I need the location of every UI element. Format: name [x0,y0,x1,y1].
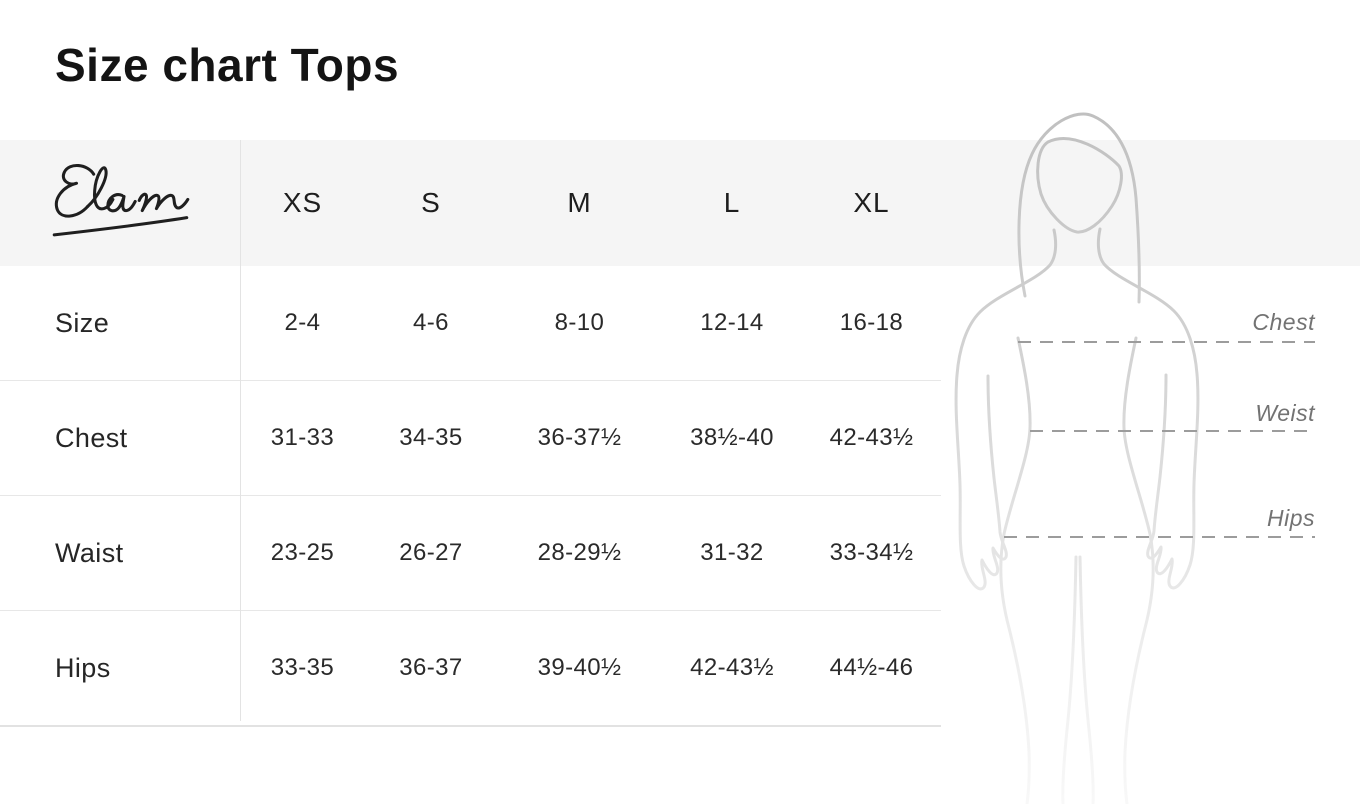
logo-letter-n [137,192,190,213]
cell-waist-m: 28-29½ [537,539,622,566]
table-row-waist: Waist 23-25 26-27 28-29½ 31-32 33-34½ [0,496,941,611]
row-label-size: Size [55,307,110,338]
chest-measure-label: Chest [1252,309,1315,335]
waist-measure-label: Weist [1255,400,1315,426]
row-label-waist: Waist [55,537,124,568]
cell-hips-l: 42-43½ [690,654,774,681]
torso-right-outline [1122,336,1155,804]
header-column-divider [240,140,241,721]
cell-chest-xs: 31-33 [270,424,335,451]
hips-measure-label: Hips [1266,505,1315,531]
cell-hips-m: 39-40½ [537,654,622,681]
brand-logo-elan [52,164,190,237]
row-label-hips: Hips [55,652,111,683]
logo-letter-e [54,164,96,218]
column-header-m: M [567,187,592,218]
cell-waist-l: 31-32 [700,539,764,566]
table-row-hips: Hips 33-35 36-37 39-40½ 42-43½ 44½-46 [0,611,941,727]
cell-chest-l: 38½-40 [690,424,774,451]
cell-size-xl: 16-18 [839,309,904,336]
cell-hips-xl: 44½-46 [829,654,914,681]
size-table: XS S M L XL Size 2-4 4-6 8-10 12-14 16-1… [0,140,941,727]
cell-chest-xl: 42-43½ [829,424,914,451]
inner-leg-right [1078,555,1095,804]
cell-chest-s: 34-35 [399,424,463,451]
torso-left-outline [999,336,1032,804]
cell-chest-m: 36-37½ [537,424,622,451]
logo-letter-a [106,193,137,213]
cell-waist-xl: 33-34½ [829,539,914,566]
table-header-row: XS S M L XL [0,140,941,266]
left-arm-outline [954,228,1058,591]
brand-logo-cell [0,160,240,246]
column-header-xl: XL [853,187,890,218]
row-label-chest: Chest [55,422,128,453]
page-title: Size chart Tops [55,39,400,91]
cell-size-xs: 2-4 [284,309,321,336]
table-row-chest: Chest 31-33 34-35 36-37½ 38½-40 42-43½ [0,381,941,496]
column-header-xs: XS [282,187,323,218]
right-arm-outline [1096,227,1200,590]
cell-size-s: 4-6 [413,309,449,336]
cell-size-m: 8-10 [554,309,605,336]
cell-hips-xs: 33-35 [270,654,335,681]
cell-size-l: 12-14 [700,309,764,336]
cell-hips-s: 36-37 [399,654,463,681]
cell-waist-xs: 23-25 [270,539,335,566]
table-row-size: Size 2-4 4-6 8-10 12-14 16-18 [0,266,941,381]
logo-underline [52,216,189,237]
column-header-l: L [723,187,741,218]
column-header-s: S [421,187,441,218]
inner-leg-left [1061,555,1078,804]
cell-waist-s: 26-27 [399,539,463,566]
